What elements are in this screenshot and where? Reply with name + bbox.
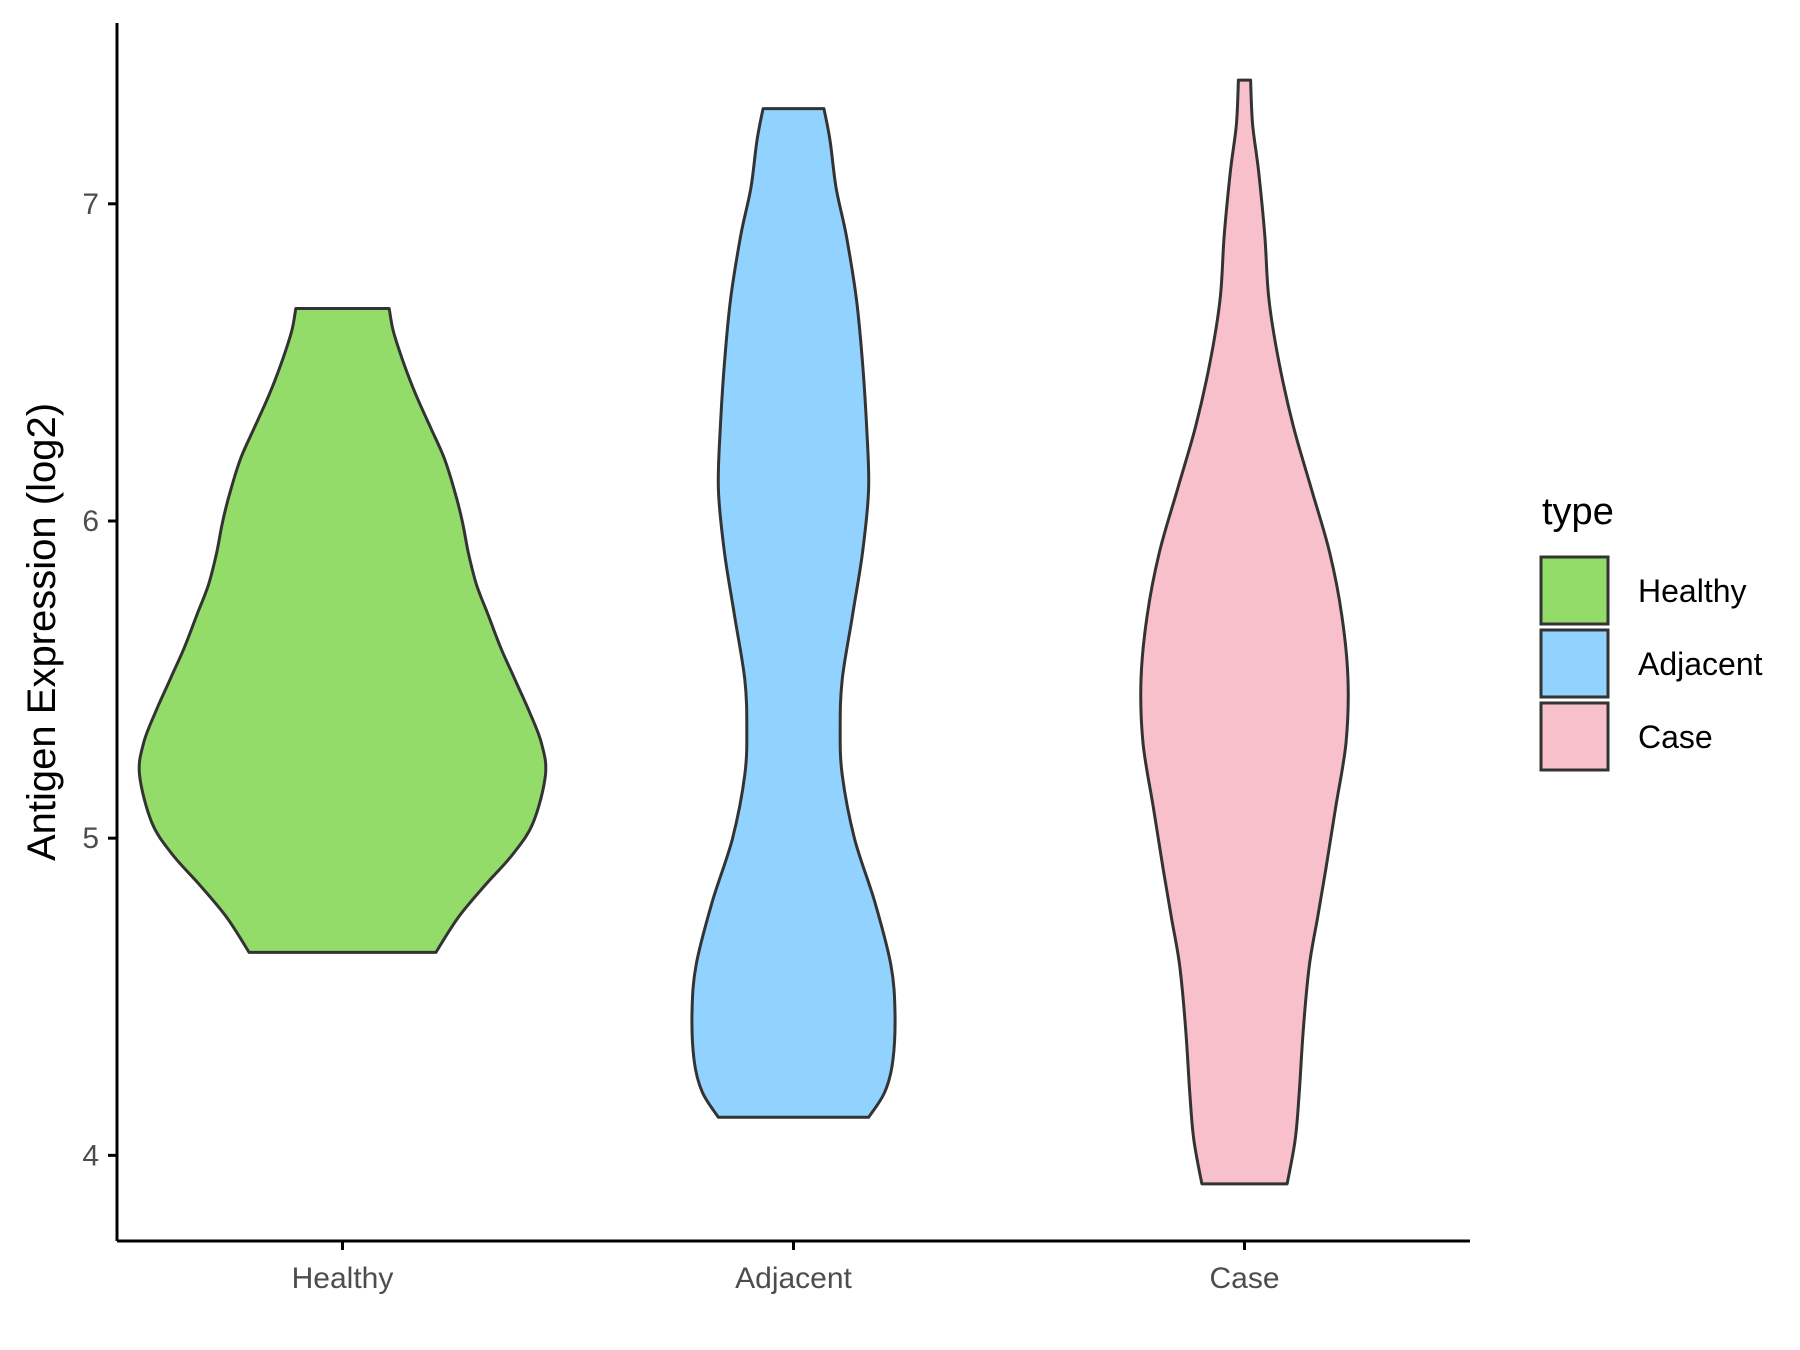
- violin-case: [1139, 78, 1350, 1186]
- violin-adjacent: [690, 107, 897, 1119]
- x-ticks: Healthy Adjacent Case: [292, 1241, 1280, 1295]
- legend-title: type: [1542, 491, 1614, 533]
- y-tick-label: 4: [82, 1139, 99, 1172]
- legend-label-healthy: Healthy: [1638, 573, 1747, 609]
- legend: type Healthy Adjacent Case: [1539, 491, 1763, 772]
- legend-swatch-adjacent: [1539, 628, 1610, 699]
- y-tick-label: 6: [82, 505, 99, 538]
- legend-label-adjacent: Adjacent: [1638, 646, 1763, 682]
- x-tick-label-healthy: Healthy: [292, 1262, 394, 1295]
- y-tick-label: 5: [82, 822, 99, 855]
- legend-label-case: Case: [1638, 719, 1713, 755]
- x-tick-label-case: Case: [1209, 1262, 1279, 1295]
- violin-healthy: [137, 307, 548, 954]
- y-ticks: 4 5 6 7: [82, 188, 117, 1172]
- legend-swatch-healthy: [1539, 555, 1610, 626]
- x-tick-label-adjacent: Adjacent: [735, 1262, 852, 1295]
- y-tick-label: 7: [82, 188, 99, 221]
- legend-items: Healthy Adjacent Case: [1539, 555, 1763, 772]
- violin-layer: [137, 78, 1350, 1186]
- y-axis-title: Antigen Expression (log2): [20, 403, 64, 861]
- legend-swatch-case: [1539, 701, 1610, 772]
